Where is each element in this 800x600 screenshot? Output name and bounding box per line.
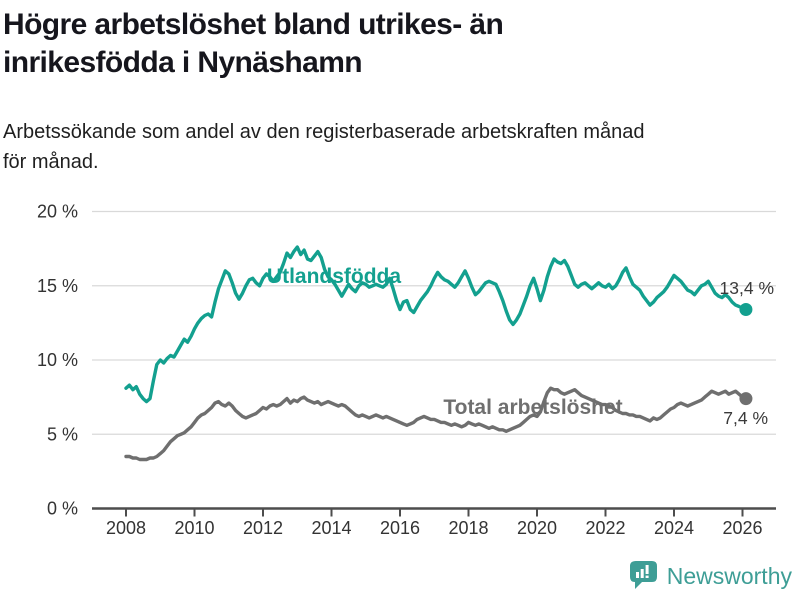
x-tick-label: 2016 — [380, 518, 420, 538]
y-tick-label: 15 % — [37, 276, 78, 296]
newsworthy-icon — [629, 561, 657, 589]
brand-name: Newsworthy — [666, 563, 792, 589]
chart-subtitle-line1: Arbetssökande som andel av den registerb… — [3, 121, 645, 143]
x-tick-label: 2012 — [243, 518, 283, 538]
y-tick-label: 5 % — [47, 424, 78, 444]
chart-title: Högre arbetslöshet bland utrikes- än inr… — [3, 6, 763, 82]
newsworthy-logo: Newsworthy — [628, 559, 792, 594]
chart-title-line2: inrikesfödda i Nynäshamn — [3, 46, 363, 79]
chart-title-line1: Högre arbetslöshet bland utrikes- än — [3, 8, 504, 41]
x-tick-label: 2020 — [517, 518, 557, 538]
x-tick-label: 2024 — [654, 518, 694, 538]
series-line-utlandsfodda — [124, 245, 748, 404]
end-value-label-utlandsfodda: 13,4 % — [720, 278, 774, 298]
x-tick-label: 2022 — [585, 518, 625, 538]
x-tick-label: 2008 — [106, 518, 146, 538]
chart-subtitle-line2: för månad. — [3, 151, 99, 173]
x-tick-label: 2010 — [174, 518, 214, 538]
series-label-total: Total arbetslöshet — [443, 396, 622, 419]
series-line-total — [124, 386, 748, 462]
y-tick-label: 0 % — [47, 499, 78, 519]
series-end-dot-utlandsfodda — [739, 303, 753, 317]
x-tick-label: 2018 — [448, 518, 488, 538]
end-value-label-total: 7,4 % — [723, 408, 768, 428]
y-tick-label: 10 % — [37, 350, 78, 370]
chart-subtitle: Arbetssökande som andel av den registerb… — [3, 117, 793, 177]
series-label-utlandsfodda: Utlandsfödda — [267, 265, 401, 288]
x-tick-label: 2026 — [722, 518, 762, 538]
x-tick-label: 2014 — [311, 518, 351, 538]
series-end-dot-total — [739, 392, 753, 406]
y-tick-label: 20 % — [37, 202, 78, 222]
